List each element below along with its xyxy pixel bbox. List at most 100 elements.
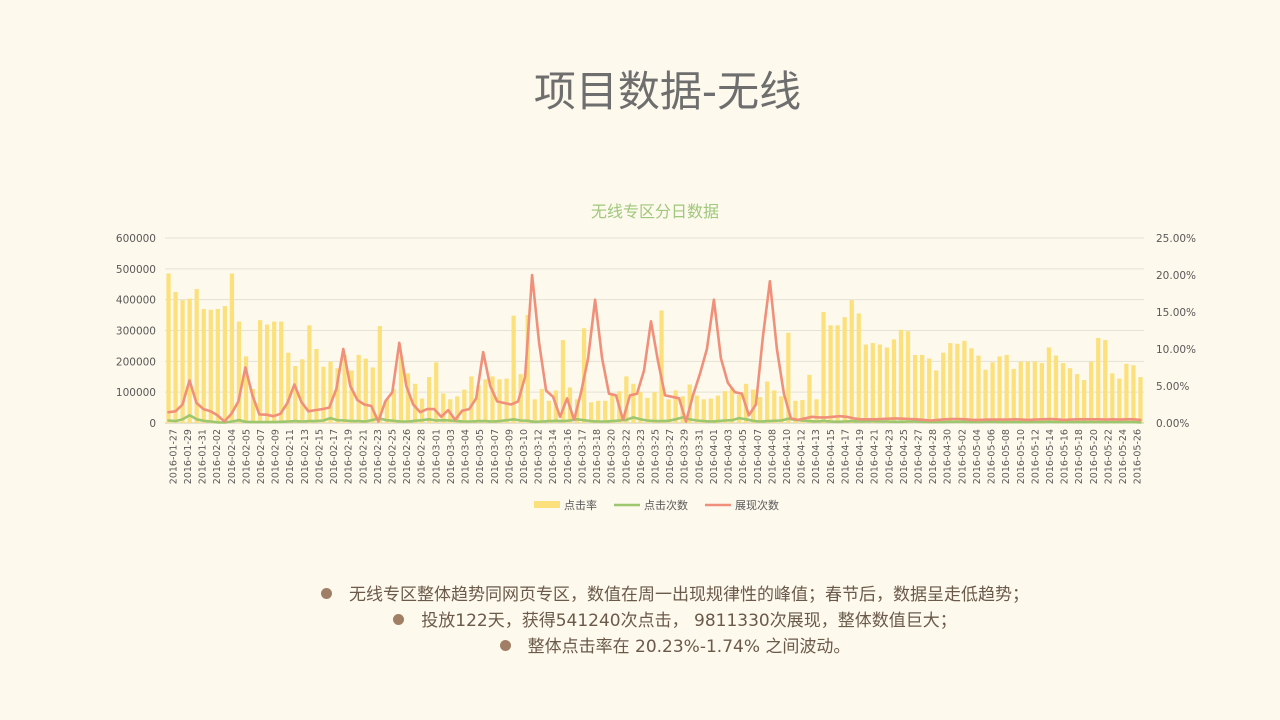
bar [377,326,382,423]
chart-bars [166,273,1143,423]
x-tick-label: 2016-02-21 [358,429,369,484]
bar [349,370,354,423]
bar [1011,368,1016,423]
bar [243,356,249,423]
x-tick-label: 2016-02-26 [402,429,413,484]
bar [194,289,199,423]
bar [236,321,242,423]
bar [976,355,981,423]
bar [856,313,861,423]
bar [441,393,446,423]
x-tick-label: 2016-03-16 [563,429,574,484]
x-tick-label: 2016-03-12 [534,429,545,484]
left-tick-label: 600000 [116,233,156,245]
x-tick-label: 2016-03-29 [680,429,691,484]
bar [912,354,918,423]
x-tick-label: 2016-03-10 [519,429,530,484]
right-tick-label: 5.00% [1156,381,1189,393]
x-tick-label: 2016-05-16 [1060,429,1071,484]
bullet-item: 整体点击率在 20.23%-1.74% 之间波动。 [0,634,1280,660]
bar [229,273,235,423]
bar [1124,363,1129,423]
x-tick-label: 2016-03-14 [548,429,559,484]
bar [849,300,854,423]
bar [222,306,227,423]
bar [638,391,643,423]
chart-title: 无线专区分日数据 [590,202,719,221]
bar [1138,377,1143,423]
bar [842,317,847,423]
x-tick-label: 2016-05-14 [1045,429,1056,484]
bar [962,340,967,423]
bar [948,343,953,423]
bar [1053,355,1059,423]
bar [1032,361,1037,423]
x-tick-label: 2016-05-20 [1089,429,1100,484]
bar [588,402,594,423]
x-tick-label: 2016-02-19 [344,429,355,484]
bar [898,329,904,423]
x-tick-label: 2016-03-27 [665,429,676,484]
bar [659,310,664,423]
bar [286,352,291,423]
bar [384,399,389,423]
bar [941,352,946,423]
bar [673,390,678,423]
right-axis-ticks: 0.00% 5.00% 10.00% 15.00% 20.00% 25.00% [1156,233,1196,430]
bar [434,362,439,423]
legend-label: 展现次数 [735,498,779,512]
bar [1131,365,1136,423]
right-tick-label: 10.00% [1156,344,1196,356]
x-tick-label: 2016-03-04 [461,429,472,484]
bar [370,367,375,423]
bar [1082,380,1087,423]
left-tick-label: 100000 [116,387,156,399]
bar [1096,337,1101,423]
bar [1004,354,1009,423]
x-tick-label: 2016-02-07 [256,429,267,484]
bar [314,349,319,423]
bullet-dot-icon [393,613,405,625]
bar [462,389,467,423]
bar [990,362,995,423]
x-tick-label: 2016-04-13 [811,429,822,484]
x-tick-label: 2016-04-03 [724,429,735,484]
bar [1110,373,1115,423]
bar [1039,363,1044,423]
bar [476,385,481,423]
x-tick-label: 2016-05-04 [972,429,983,484]
x-tick-label: 2016-04-19 [855,429,866,484]
bar [412,383,418,423]
x-tick-label: 2016-05-08 [1001,429,1012,484]
x-tick-label: 2016-05-26 [1133,429,1144,484]
bar [870,343,875,423]
chart-lines [167,273,1142,424]
x-tick-label: 2016-04-10 [782,429,793,484]
x-tick-label: 2016-03-23 [636,429,647,484]
bar [905,331,911,423]
bar [1018,361,1023,423]
x-tick-label: 2016-03-09 [504,429,515,484]
x-tick-label: 2016-05-24 [1118,429,1129,484]
bar [877,344,882,423]
x-tick-label: 2016-02-15 [314,429,325,484]
bar [814,399,819,423]
bar [560,340,566,423]
bullet-dot-icon [499,639,511,651]
x-tick-label: 2016-05-12 [1030,429,1041,484]
bar [455,396,460,423]
bar [187,298,192,423]
x-tick-label: 2016-05-06 [987,429,998,484]
bar [469,376,474,423]
bullet-item: 投放122天，获得541240次点击， 9811330次展现，整体数值巨大； [0,608,1280,634]
bar [807,374,812,423]
bar [863,344,868,423]
bar [736,394,742,423]
bar [328,361,333,423]
x-tick-label: 2016-03-07 [490,429,501,484]
bar [835,325,840,423]
bar [997,356,1002,423]
bullet-text: 无线专区整体趋势同网页专区，数值在周一出现规律性的峰值；春节后，数据呈走低趋势； [349,585,1029,605]
bullet-item: 无线专区整体趋势同网页专区，数值在周一出现规律性的峰值；春节后，数据呈走低趋势； [0,582,1280,608]
